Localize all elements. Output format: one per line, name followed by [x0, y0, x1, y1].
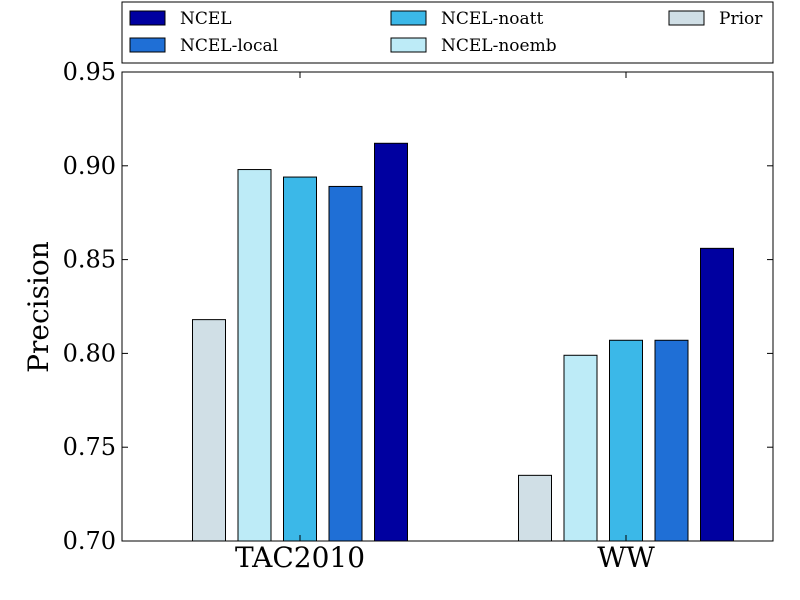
- legend-swatch-prior: [668, 10, 705, 26]
- y-tick-label: 0.80: [63, 339, 116, 367]
- legend-label-prior: Prior: [719, 9, 763, 29]
- y-tick-label: 0.85: [63, 246, 116, 274]
- legend: NCEL NCEL-local NCEL-noatt NCEL-noemb Prior: [121, 1, 774, 64]
- bar-ncel-noemb-tac2010: [237, 169, 272, 542]
- bar-ncel-noatt-ww: [609, 339, 643, 542]
- plot-area: 0.70 0.75 0.80 0.85 0.90 0.95 TAC2010 WW: [63, 58, 774, 574]
- legend-label-ncel-noatt: NCEL-noatt: [441, 9, 543, 29]
- bar-ncel-local-ww: [654, 339, 689, 542]
- plot-frame: [121, 71, 774, 542]
- y-axis-label: Precision: [22, 241, 55, 373]
- bar-ncel-ww: [700, 247, 734, 542]
- legend-swatch-ncel: [129, 10, 166, 26]
- y-tick-label: 0.70: [63, 527, 116, 555]
- legend-swatch-ncel-noemb: [390, 37, 427, 53]
- y-tick-label: 0.95: [63, 58, 116, 86]
- bar-ncel-noemb-ww: [563, 354, 598, 542]
- bar-ncel-noatt-tac2010: [283, 176, 317, 542]
- y-tick-label: 0.90: [63, 152, 116, 180]
- bar-prior-ww: [518, 474, 552, 542]
- legend-box: [121, 1, 774, 64]
- legend-label-ncel-local: NCEL-local: [180, 36, 278, 56]
- legend-swatch-ncel-noatt: [390, 10, 427, 26]
- legend-label-ncel-noemb: NCEL-noemb: [441, 36, 557, 56]
- legend-label-ncel: NCEL: [180, 9, 232, 29]
- bar-ncel-local-tac2010: [328, 185, 363, 542]
- legend-swatch-ncel-local: [129, 37, 166, 53]
- bar-prior-tac2010: [192, 319, 226, 542]
- y-tick-label: 0.75: [63, 433, 116, 461]
- bar-ncel-tac2010: [374, 142, 408, 542]
- x-category-label: WW: [597, 541, 655, 574]
- x-category-label: TAC2010: [235, 541, 365, 574]
